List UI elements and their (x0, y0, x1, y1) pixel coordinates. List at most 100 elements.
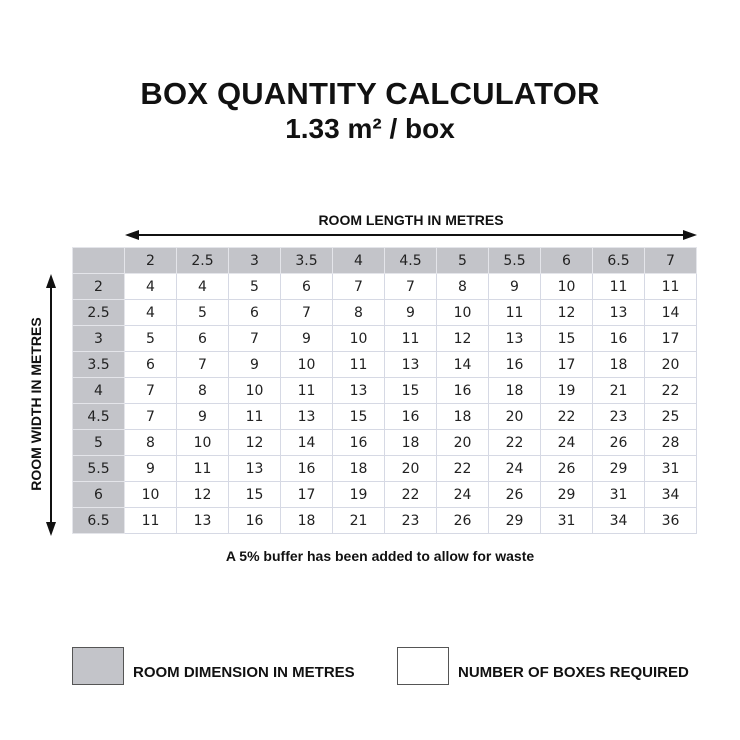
box-count-cell: 9 (280, 325, 333, 352)
legend-label-boxes: NUMBER OF BOXES REQUIRED (458, 664, 689, 681)
box-count-cell: 26 (436, 507, 489, 534)
box-count-cell: 11 (488, 299, 541, 326)
width-header-cell: 2.5 (72, 299, 125, 326)
page-subtitle: 1.33 m² / box (285, 113, 455, 144)
box-count-cell: 20 (384, 455, 437, 482)
width-header-cell: 4 (72, 377, 125, 404)
table-row: 3 5 6 7 9 10 11 12 13 15 16 17 (72, 325, 697, 352)
box-count-cell: 21 (592, 377, 645, 404)
legend-label-dimension: ROOM DIMENSION IN METRES (133, 664, 355, 681)
box-count-cell: 16 (280, 455, 333, 482)
box-count-cell: 31 (644, 455, 697, 482)
width-header-cell: 3.5 (72, 351, 125, 378)
box-count-cell: 19 (540, 377, 593, 404)
box-count-cell: 34 (644, 481, 697, 508)
page-title: BOX QUANTITY CALCULATOR (140, 76, 600, 111)
box-count-cell: 20 (644, 351, 697, 378)
box-count-cell: 13 (176, 507, 229, 534)
box-count-cell: 29 (592, 455, 645, 482)
box-count-cell: 16 (592, 325, 645, 352)
box-count-cell: 18 (332, 455, 385, 482)
box-count-cell: 12 (228, 429, 281, 456)
box-count-cell: 17 (644, 325, 697, 352)
box-count-cell: 11 (176, 455, 229, 482)
box-count-cell: 8 (176, 377, 229, 404)
box-count-cell: 12 (540, 299, 593, 326)
box-count-cell: 17 (540, 351, 593, 378)
table-row: 5.5 9 11 13 16 18 20 22 24 26 29 31 (72, 455, 697, 482)
box-count-cell: 24 (488, 455, 541, 482)
box-count-cell: 5 (176, 299, 229, 326)
box-count-cell: 4 (176, 273, 229, 300)
length-header-cell: 4.5 (384, 247, 437, 274)
table-row: 6.5 11 13 16 18 21 23 26 29 31 34 36 (72, 507, 697, 534)
table-row: 2 4 4 5 6 7 7 8 9 10 11 11 (72, 273, 697, 300)
width-header-cell: 5 (72, 429, 125, 456)
corner-cell (72, 247, 125, 274)
box-count-cell: 9 (124, 455, 177, 482)
box-count-cell: 11 (384, 325, 437, 352)
box-count-cell: 22 (488, 429, 541, 456)
box-count-cell: 16 (228, 507, 281, 534)
box-count-cell: 14 (644, 299, 697, 326)
box-count-cell: 11 (332, 351, 385, 378)
box-count-cell: 18 (592, 351, 645, 378)
box-count-cell: 6 (176, 325, 229, 352)
box-count-cell: 16 (332, 429, 385, 456)
length-arrow (125, 230, 697, 240)
box-count-cell: 22 (384, 481, 437, 508)
waste-buffer-note: A 5% buffer has been added to allow for … (225, 548, 535, 564)
box-count-cell: 7 (124, 377, 177, 404)
length-header-cell: 6.5 (592, 247, 645, 274)
length-header-cell: 5.5 (488, 247, 541, 274)
length-header-cell: 7 (644, 247, 697, 274)
box-count-cell: 13 (592, 299, 645, 326)
box-count-cell: 6 (280, 273, 333, 300)
box-count-cell: 34 (592, 507, 645, 534)
box-count-cell: 11 (228, 403, 281, 430)
box-count-cell: 7 (332, 273, 385, 300)
box-count-cell: 19 (332, 481, 385, 508)
length-header-cell: 2.5 (176, 247, 229, 274)
box-count-cell: 24 (436, 481, 489, 508)
box-count-cell: 7 (176, 351, 229, 378)
box-count-cell: 7 (280, 299, 333, 326)
box-count-cell: 10 (124, 481, 177, 508)
box-count-cell: 25 (644, 403, 697, 430)
box-count-cell: 11 (124, 507, 177, 534)
box-count-cell: 5 (228, 273, 281, 300)
box-count-cell: 15 (332, 403, 385, 430)
box-count-cell: 29 (540, 481, 593, 508)
box-count-cell: 10 (176, 429, 229, 456)
table-row: 5 8 10 12 14 16 18 20 22 24 26 28 (72, 429, 697, 456)
box-count-cell: 18 (280, 507, 333, 534)
box-count-cell: 18 (488, 377, 541, 404)
box-count-cell: 15 (540, 325, 593, 352)
box-count-cell: 20 (436, 429, 489, 456)
box-count-cell: 12 (176, 481, 229, 508)
width-header-cell: 5.5 (72, 455, 125, 482)
box-count-cell: 6 (228, 299, 281, 326)
box-count-cell: 26 (592, 429, 645, 456)
box-count-cell: 10 (280, 351, 333, 378)
box-count-cell: 36 (644, 507, 697, 534)
box-count-cell: 13 (488, 325, 541, 352)
width-header-cell: 4.5 (72, 403, 125, 430)
box-count-cell: 11 (280, 377, 333, 404)
box-count-cell: 6 (124, 351, 177, 378)
box-count-cell: 9 (176, 403, 229, 430)
table-row: 4 7 8 10 11 13 15 16 18 19 21 22 (72, 377, 697, 404)
box-count-cell: 31 (540, 507, 593, 534)
legend-swatch-boxes (397, 647, 449, 685)
box-count-cell: 12 (436, 325, 489, 352)
box-count-cell: 10 (332, 325, 385, 352)
box-count-cell: 16 (436, 377, 489, 404)
table-row: 2.5 4 5 6 7 8 9 10 11 12 13 14 (72, 299, 697, 326)
box-count-cell: 10 (540, 273, 593, 300)
table-row: 3.5 6 7 9 10 11 13 14 16 17 18 20 (72, 351, 697, 378)
header-row: 2 2.5 3 3.5 4 4.5 5 5.5 6 6.5 7 (72, 247, 697, 274)
box-count-cell: 8 (332, 299, 385, 326)
box-count-cell: 7 (228, 325, 281, 352)
box-count-cell: 18 (436, 403, 489, 430)
